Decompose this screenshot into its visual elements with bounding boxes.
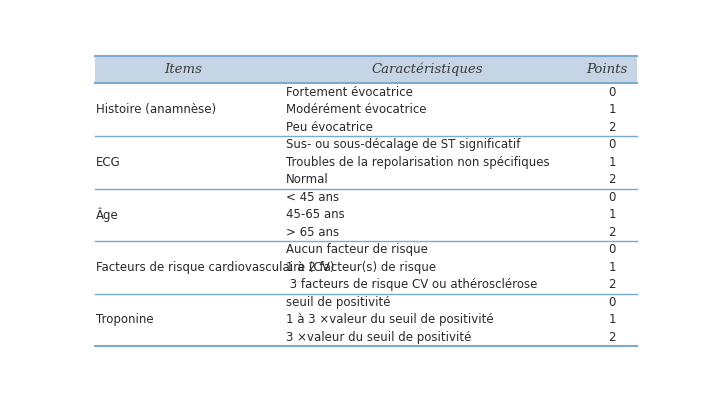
Text: Fortement évocatrice: Fortement évocatrice bbox=[286, 86, 413, 99]
Text: 1 à 3 ×valeur du seuil de positivité: 1 à 3 ×valeur du seuil de positivité bbox=[286, 314, 493, 326]
Text: 1: 1 bbox=[608, 314, 616, 326]
Text: 0: 0 bbox=[608, 191, 616, 204]
Text: 2: 2 bbox=[608, 278, 616, 291]
Text: 2: 2 bbox=[608, 121, 616, 134]
Text: Troponine: Troponine bbox=[96, 314, 154, 326]
Text: 3 facteurs de risque CV ou athérosclérose: 3 facteurs de risque CV ou athéroscléros… bbox=[286, 278, 537, 291]
Text: Âge: Âge bbox=[96, 208, 119, 222]
Text: Facteurs de risque cardiovasculaire (CV): Facteurs de risque cardiovasculaire (CV) bbox=[96, 261, 334, 274]
Text: 2: 2 bbox=[608, 331, 616, 344]
Text: Histoire (anamnèse): Histoire (anamnèse) bbox=[96, 103, 216, 116]
Text: Caractéristiques: Caractéristiques bbox=[371, 63, 483, 76]
Text: 1: 1 bbox=[608, 261, 616, 274]
Text: 1: 1 bbox=[608, 208, 616, 222]
Text: 45-65 ans: 45-65 ans bbox=[286, 208, 344, 222]
Text: Peu évocatrice: Peu évocatrice bbox=[286, 121, 373, 134]
Text: ECG: ECG bbox=[96, 156, 121, 169]
Text: Points: Points bbox=[586, 63, 628, 76]
Text: Aucun facteur de risque: Aucun facteur de risque bbox=[286, 243, 428, 256]
Text: 2: 2 bbox=[608, 173, 616, 186]
Text: > 65 ans: > 65 ans bbox=[286, 226, 339, 239]
Text: < 45 ans: < 45 ans bbox=[286, 191, 339, 204]
Text: 1: 1 bbox=[608, 103, 616, 116]
Text: 0: 0 bbox=[608, 86, 616, 99]
Text: Sus- ou sous-décalage de ST significatif: Sus- ou sous-décalage de ST significatif bbox=[286, 138, 520, 151]
Text: Normal: Normal bbox=[286, 173, 328, 186]
Text: 1: 1 bbox=[608, 156, 616, 169]
Text: Items: Items bbox=[164, 63, 202, 76]
Text: seuil de positivité: seuil de positivité bbox=[286, 296, 390, 309]
Text: 2: 2 bbox=[608, 226, 616, 239]
Text: Troubles de la repolarisation non spécifiques: Troubles de la repolarisation non spécif… bbox=[286, 156, 549, 169]
Text: 3 ×valeur du seuil de positivité: 3 ×valeur du seuil de positivité bbox=[286, 331, 471, 344]
Text: 0: 0 bbox=[608, 138, 616, 151]
Text: 1 à 2 facteur(s) de risque: 1 à 2 facteur(s) de risque bbox=[286, 261, 436, 274]
Text: 0: 0 bbox=[608, 243, 616, 256]
Text: Modérément évocatrice: Modérément évocatrice bbox=[286, 103, 426, 116]
Bar bbox=[95, 55, 637, 83]
Text: 0: 0 bbox=[608, 296, 616, 309]
